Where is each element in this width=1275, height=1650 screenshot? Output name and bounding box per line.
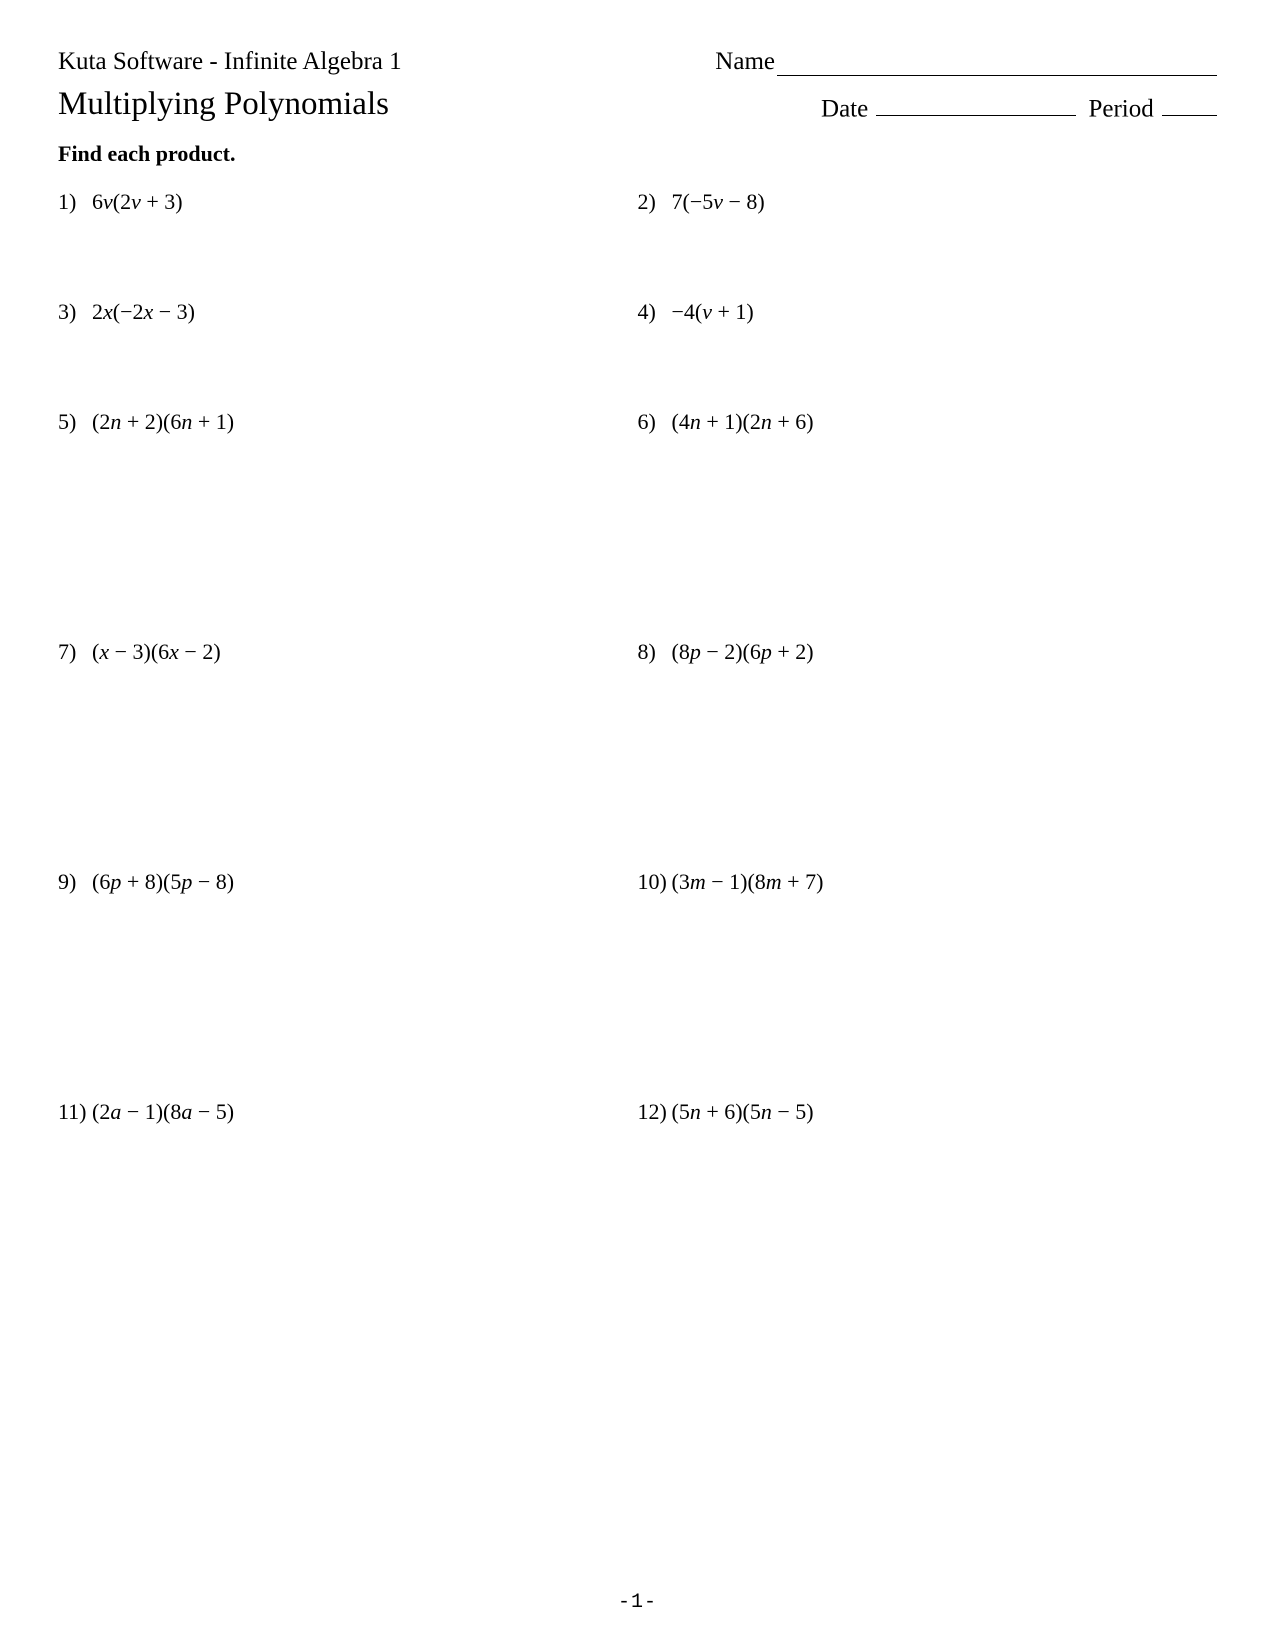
problem-number: 3) [58,299,92,325]
problem-expression: (5n + 6)(5n − 5) [672,1099,814,1125]
problem-row: 9)(6p + 8)(5p − 8)10)(3m − 1)(8m + 7) [58,869,1217,1099]
problem-number: 9) [58,869,92,895]
date-period-fields: Date Period [821,89,1217,124]
problem: 5)(2n + 2)(6n + 1) [58,409,638,639]
problem-number: 6) [638,409,672,435]
problem-number: 5) [58,409,92,435]
date-blank-line[interactable] [876,89,1076,117]
problem-row: 11)(2a − 1)(8a − 5)12)(5n + 6)(5n − 5) [58,1099,1217,1329]
problem-number: 8) [638,639,672,665]
problem-number: 11) [58,1099,92,1125]
problem: 3)2x(−2x − 3) [58,299,638,409]
problem-expression: 7(−5v − 8) [672,189,765,215]
date-label: Date [821,95,868,122]
problem: 10)(3m − 1)(8m + 7) [638,869,1218,1099]
problem-expression: (2a − 1)(8a − 5) [92,1099,234,1125]
problem-number: 10) [638,869,672,895]
problem-row: 7)(x − 3)(6x − 2)8)(8p − 2)(6p + 2) [58,639,1217,869]
problem-number: 2) [638,189,672,215]
header-row-1: Kuta Software - Infinite Algebra 1 Name [58,48,1217,76]
problems-grid: 1)6v(2v + 3)2)7(−5v − 8)3)2x(−2x − 3)4)−… [58,189,1217,1329]
problem: 11)(2a − 1)(8a − 5) [58,1099,638,1329]
problem-number: 1) [58,189,92,215]
instructions: Find each product. [58,141,1217,167]
problem-expression: (2n + 2)(6n + 1) [92,409,234,435]
problem-row: 5)(2n + 2)(6n + 1)6)(4n + 1)(2n + 6) [58,409,1217,639]
problem-number: 7) [58,639,92,665]
problem: 4)−4(v + 1) [638,299,1218,409]
software-name: Kuta Software - Infinite Algebra 1 [58,48,402,76]
problem-row: 1)6v(2v + 3)2)7(−5v − 8) [58,189,1217,299]
problem-expression: (x − 3)(6x − 2) [92,639,221,665]
problem: 8)(8p − 2)(6p + 2) [638,639,1218,869]
problem-number: 12) [638,1099,672,1125]
problem: 7)(x − 3)(6x − 2) [58,639,638,869]
worksheet-title: Multiplying Polynomials [58,86,389,123]
name-blank-line[interactable] [777,49,1217,77]
problem-expression: 6v(2v + 3) [92,189,183,215]
name-field: Name [715,48,1217,76]
problem-expression: (6p + 8)(5p − 8) [92,869,234,895]
problem-expression: 2x(−2x − 3) [92,299,195,325]
page-number: -1- [0,1591,1275,1614]
problem: 1)6v(2v + 3) [58,189,638,299]
problem: 2)7(−5v − 8) [638,189,1218,299]
name-label: Name [715,48,775,76]
period-label: Period [1088,95,1153,122]
problem: 12)(5n + 6)(5n − 5) [638,1099,1218,1329]
problem-expression: (3m − 1)(8m + 7) [672,869,824,895]
problem-expression: (4n + 1)(2n + 6) [672,409,814,435]
period-blank-line[interactable] [1162,89,1217,117]
problem-number: 4) [638,299,672,325]
problem-expression: −4(v + 1) [672,299,754,325]
problem-expression: (8p − 2)(6p + 2) [672,639,814,665]
problem: 6)(4n + 1)(2n + 6) [638,409,1218,639]
problem: 9)(6p + 8)(5p − 8) [58,869,638,1099]
header-row-2: Multiplying Polynomials Date Period [58,86,1217,123]
problem-row: 3)2x(−2x − 3)4)−4(v + 1) [58,299,1217,409]
